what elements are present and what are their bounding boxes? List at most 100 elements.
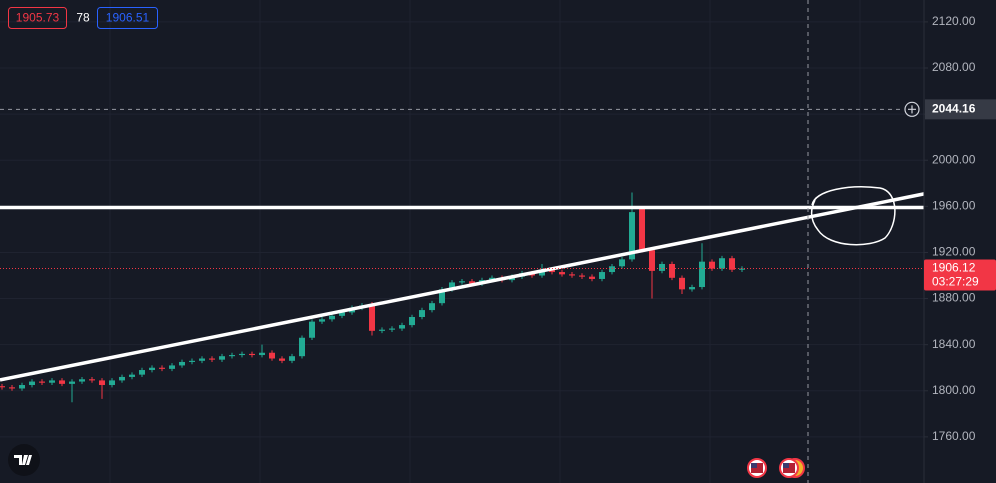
candle-body bbox=[129, 374, 135, 377]
hand-drawn-circle bbox=[810, 186, 896, 246]
candle-body bbox=[119, 376, 125, 381]
candle-body bbox=[159, 367, 165, 369]
y-tick-label: 1840.00 bbox=[932, 337, 976, 351]
y-tick-label: 1800.00 bbox=[932, 383, 976, 397]
y-tick-label: 2120.00 bbox=[932, 14, 976, 28]
candle-body bbox=[179, 361, 185, 366]
candle-body bbox=[339, 312, 345, 316]
candle-body bbox=[569, 274, 575, 276]
ask-box bbox=[97, 7, 158, 29]
candle-body bbox=[389, 328, 395, 330]
candle-body bbox=[99, 380, 105, 386]
candle-body bbox=[189, 360, 195, 362]
candle-body bbox=[469, 281, 475, 284]
spread-value: 78 bbox=[76, 11, 90, 25]
y-tick-label: 1960.00 bbox=[932, 199, 976, 213]
y-tick-label: 2080.00 bbox=[932, 60, 976, 74]
crosshair-box bbox=[925, 99, 996, 120]
candle-body bbox=[429, 303, 435, 311]
candle-body bbox=[39, 381, 45, 383]
candle-body bbox=[79, 379, 85, 382]
candle-body bbox=[449, 282, 455, 290]
vertical-grid bbox=[109, 0, 861, 483]
plot-layer bbox=[0, 21, 925, 438]
last-price-label: 1906.12 bbox=[932, 261, 976, 275]
bid-value: 1905.73 bbox=[16, 11, 60, 25]
trend-line bbox=[0, 192, 925, 382]
candle-body bbox=[219, 356, 225, 360]
candle-body bbox=[69, 381, 75, 384]
flag-canton bbox=[751, 463, 757, 468]
candle-body bbox=[169, 365, 175, 369]
candle-body bbox=[209, 358, 215, 360]
candle-body bbox=[609, 266, 615, 273]
candle-body bbox=[539, 269, 545, 276]
candle-body bbox=[289, 356, 295, 361]
candle-body bbox=[149, 367, 155, 371]
candle-body bbox=[369, 305, 375, 331]
candle-body bbox=[229, 355, 235, 357]
candle-body bbox=[439, 289, 445, 304]
candle-body bbox=[0, 386, 5, 388]
ask-value: 1906.51 bbox=[106, 11, 150, 25]
candle-body bbox=[9, 387, 15, 389]
bid-box bbox=[8, 7, 67, 29]
candle-body bbox=[689, 287, 695, 290]
candle-body bbox=[19, 385, 25, 389]
candle-body bbox=[59, 380, 65, 384]
candle-body bbox=[649, 250, 655, 271]
candle-body bbox=[739, 268, 745, 270]
candle-body bbox=[619, 259, 625, 267]
candle-body bbox=[669, 263, 675, 278]
candle-body bbox=[589, 276, 595, 279]
candle-body bbox=[599, 272, 605, 279]
y-tick-label: 2000.00 bbox=[932, 152, 976, 166]
candle-body bbox=[329, 315, 335, 320]
candle-body bbox=[249, 353, 255, 356]
candle-body bbox=[399, 325, 405, 329]
countdown-label: 03:27:29 bbox=[932, 275, 979, 289]
candle-body bbox=[409, 317, 415, 326]
candle-body bbox=[459, 281, 465, 283]
legend: 1905.73 78 1906.51 bbox=[8, 7, 158, 29]
candle-body bbox=[109, 380, 115, 386]
candle-body bbox=[279, 358, 285, 361]
add-alert-icon[interactable] bbox=[904, 101, 920, 117]
candle-body bbox=[299, 337, 305, 357]
y-tick-label: 1880.00 bbox=[932, 291, 976, 305]
candle-body bbox=[49, 380, 55, 383]
candle-body bbox=[679, 277, 685, 290]
y-tick-label: 1920.00 bbox=[932, 245, 976, 259]
flag-canton bbox=[783, 463, 789, 468]
candle-body bbox=[259, 352, 265, 356]
candle-body bbox=[729, 258, 735, 270]
y-tick-label: 1760.00 bbox=[932, 429, 976, 443]
candle-body bbox=[579, 275, 585, 277]
candle-body bbox=[559, 272, 565, 275]
candle-body bbox=[549, 269, 555, 273]
candle-body bbox=[199, 358, 205, 361]
candle-body bbox=[419, 310, 425, 318]
crosshair-label: 2044.16 bbox=[932, 101, 976, 115]
candle-body bbox=[319, 319, 325, 322]
candle-body bbox=[379, 329, 385, 331]
candle-body bbox=[239, 353, 245, 356]
candle-body bbox=[489, 277, 495, 281]
add-alert-plus bbox=[908, 105, 916, 114]
candle-body bbox=[629, 212, 635, 260]
candle-body bbox=[139, 370, 145, 375]
candle-body bbox=[89, 379, 95, 381]
candle-body bbox=[309, 321, 315, 338]
candle-body bbox=[719, 258, 725, 269]
logo-mark bbox=[14, 455, 32, 465]
last-price-box bbox=[924, 259, 996, 291]
logo bbox=[8, 444, 40, 476]
candle-body bbox=[659, 263, 665, 271]
candle-body bbox=[699, 261, 705, 288]
candle-body bbox=[639, 208, 645, 251]
candle-body bbox=[269, 352, 275, 359]
event-flags bbox=[747, 458, 805, 478]
